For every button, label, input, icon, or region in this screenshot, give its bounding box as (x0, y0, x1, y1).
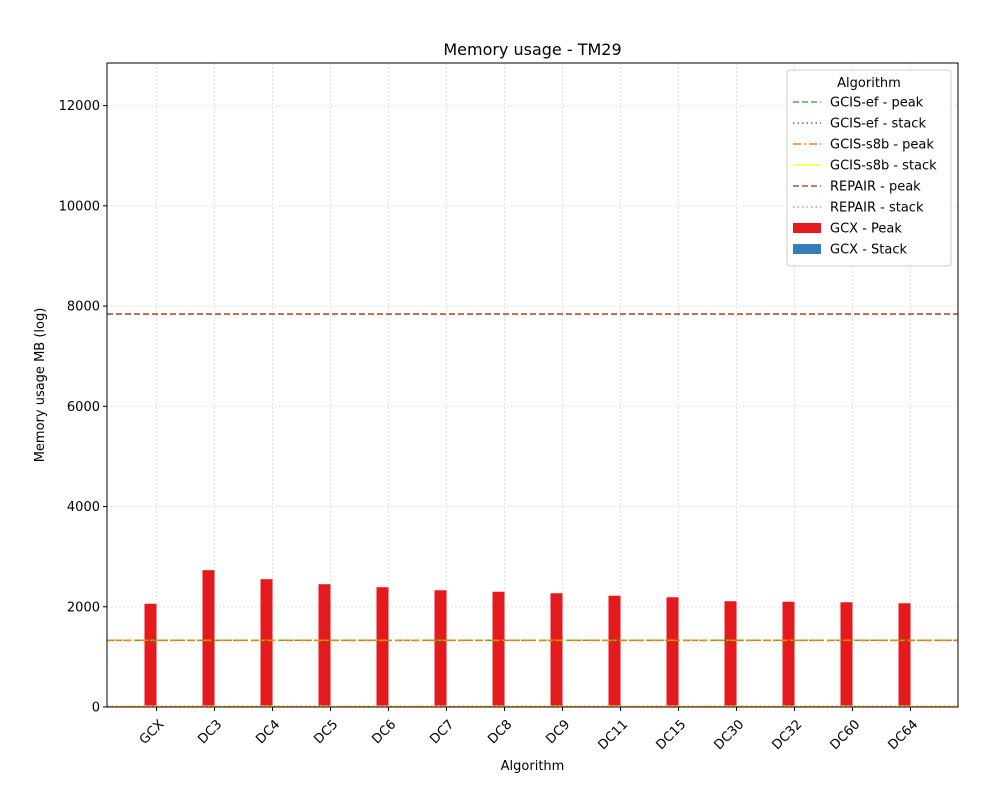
x-axis-ticks: GCX DC3 DC4 DC5 DC6 DC7 DC8 DC9 DC11 DC15 DC30 DC32… (137, 707, 921, 753)
x-tick-label: DC6 (369, 717, 399, 747)
legend-label: GCX - Peak (830, 222, 902, 237)
y-tick-label: 4000 (67, 500, 100, 515)
bar-gcx-peak (492, 591, 505, 707)
legend-title: Algorithm (837, 76, 901, 91)
legend-label: GCIS-ef - peak (830, 96, 924, 111)
bars (144, 570, 911, 707)
x-tick-label: DC8 (485, 717, 515, 747)
chart-title: Memory usage - TM29 (443, 40, 621, 59)
x-axis-title: Algorithm (501, 759, 565, 774)
x-tick-label: GCX (137, 717, 168, 748)
legend-label: GCX - Stack (830, 243, 907, 258)
y-axis-ticks: 0 2000 4000 6000 8000 10000 12000 (59, 99, 107, 716)
legend-label: GCIS-s8b - stack (830, 159, 937, 174)
legend-items: GCIS-ef - peak GCIS-ef - stack GCIS-s8b - … (793, 96, 937, 258)
x-tick-label: DC60 (828, 717, 864, 753)
x-tick-label: DC30 (712, 717, 748, 753)
y-tick-label: 8000 (67, 300, 100, 315)
bar-gcx-peak (840, 602, 853, 707)
x-tick-label: DC5 (311, 717, 341, 747)
bar-gcx-peak (260, 579, 273, 707)
bar-gcx-peak (434, 590, 447, 707)
plot-frame (106, 62, 959, 708)
y-tick-label: 10000 (59, 199, 100, 214)
legend-label: REPAIR - peak (830, 180, 921, 195)
x-tick-label: DC9 (543, 717, 573, 747)
x-tick-label: DC32 (770, 717, 806, 753)
bar-gcx-peak (318, 584, 331, 707)
bar-gcx-peak (782, 601, 795, 707)
legend-box (786, 69, 952, 267)
legend-label: GCIS-ef - stack (830, 117, 926, 132)
y-tick-label: 6000 (67, 400, 100, 415)
x-tick-label: DC64 (886, 717, 922, 753)
y-axis-title: Memory usage MB (log) (33, 308, 48, 463)
bar-gcx-peak (724, 601, 737, 707)
x-tick-label: DC11 (596, 717, 632, 753)
y-tick-label: 12000 (59, 99, 100, 114)
bar-gcx-peak (608, 595, 621, 707)
bar-gcx-peak (202, 570, 215, 707)
bar-gcx-peak (144, 603, 157, 707)
bar-gcx-peak (898, 603, 911, 707)
bar-gcx-peak (550, 593, 563, 707)
x-tick-label: DC7 (427, 717, 457, 747)
legend-patch-swatch (793, 244, 821, 254)
legend-patch-swatch (793, 223, 821, 233)
x-tick-label: DC4 (253, 717, 283, 747)
y-tick-label: 2000 (67, 600, 100, 615)
bar-gcx-peak (376, 587, 389, 707)
legend-label: GCIS-s8b - peak (830, 138, 934, 153)
x-tick-label: DC15 (654, 717, 690, 753)
bar-gcx-peak (666, 597, 679, 707)
y-tick-label: 0 (92, 701, 100, 716)
reference-lines (107, 313, 958, 708)
legend-label: REPAIR - stack (830, 201, 924, 216)
x-tick-label: DC3 (195, 717, 225, 747)
